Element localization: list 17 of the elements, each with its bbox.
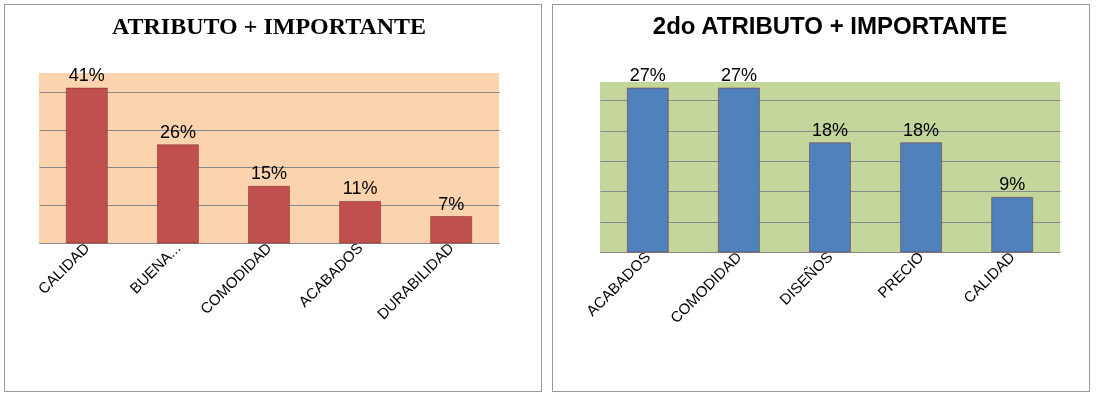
chart-title: 2do ATRIBUTO + IMPORTANTE (652, 12, 1008, 40)
data-label: 27% (720, 65, 757, 86)
data-label: 26% (159, 121, 196, 142)
bar (157, 144, 199, 244)
bar (248, 186, 290, 244)
data-label: 7% (438, 193, 465, 214)
data-label: 11% (342, 178, 378, 199)
chart-title: ATRIBUTO + IMPORTANTE (111, 13, 427, 40)
bar (430, 216, 472, 244)
data-label: 15% (250, 163, 288, 184)
data-label: 18% (811, 119, 849, 140)
data-label: 9% (999, 174, 1026, 195)
data-label: 27% (629, 65, 666, 86)
data-label: 41% (68, 65, 105, 86)
bar (339, 201, 381, 244)
data-label: 18% (903, 119, 940, 140)
bar (66, 87, 108, 244)
